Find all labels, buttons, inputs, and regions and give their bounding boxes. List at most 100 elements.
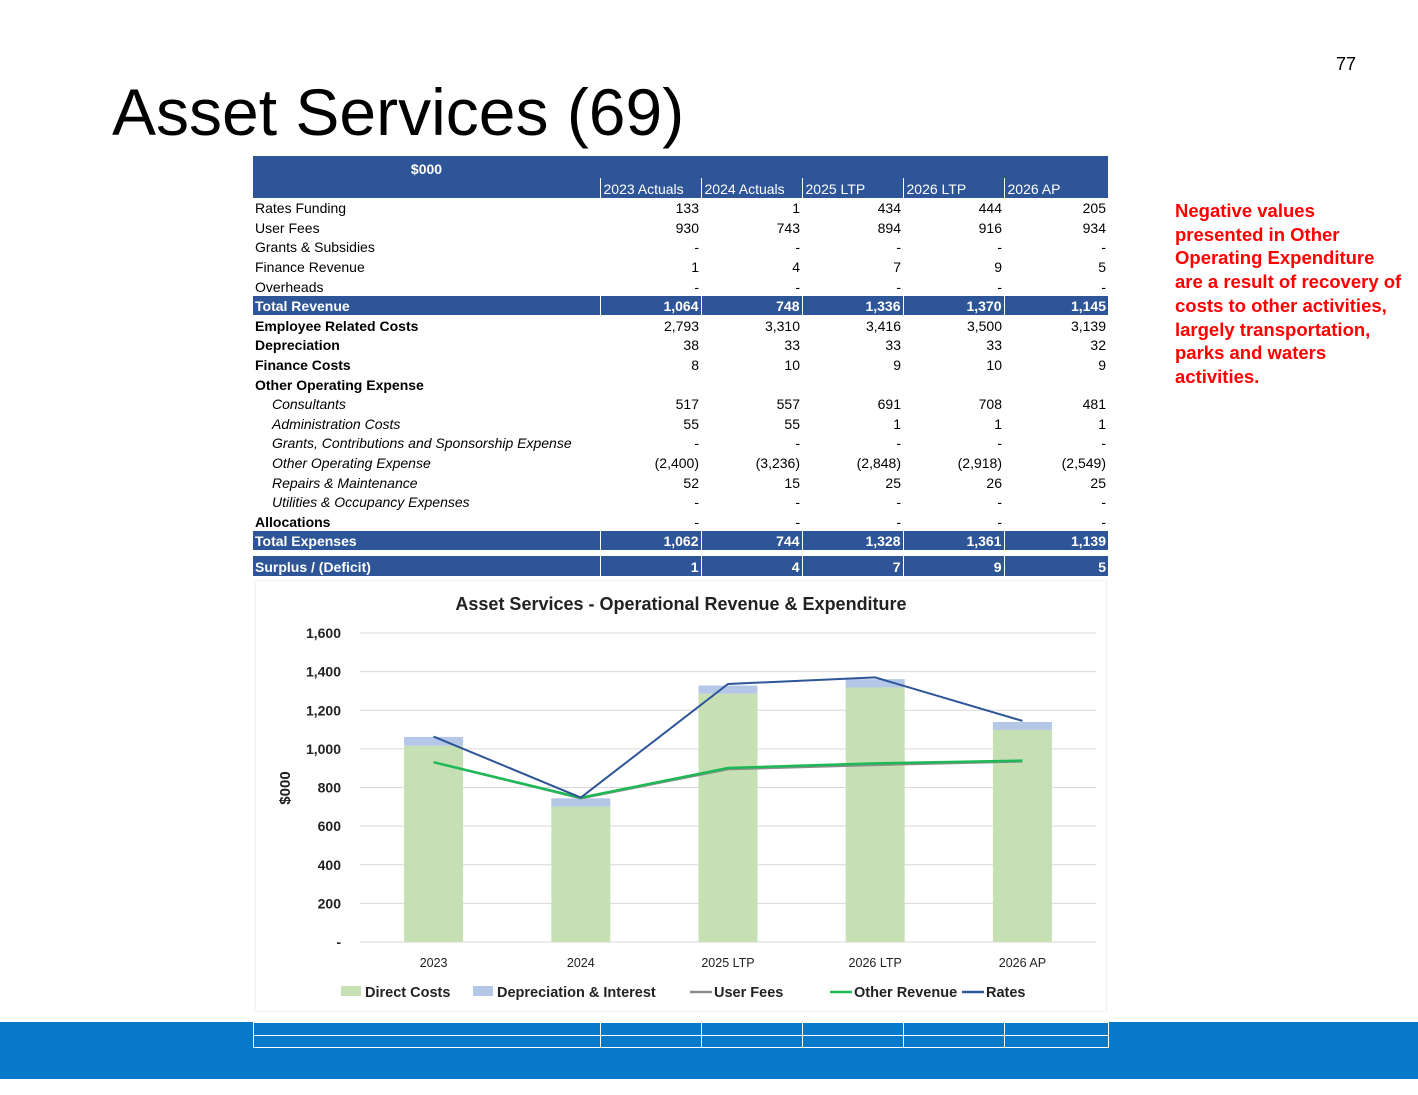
table-row: Grants, Contributions and Sponsorship Ex… bbox=[253, 433, 1108, 453]
row-label: Grants & Subsidies bbox=[255, 239, 375, 256]
unit-label: $000 bbox=[253, 156, 600, 178]
bar-depreciation-interest bbox=[845, 679, 905, 688]
row-value: 444 bbox=[978, 200, 1002, 217]
bar-depreciation-interest bbox=[698, 685, 758, 694]
row-value: 1,062 bbox=[600, 530, 702, 551]
row-label: Repairs & Maintenance bbox=[272, 474, 418, 491]
financial-table: $000 2023 Actuals 2024 Actuals 2025 LTP … bbox=[253, 156, 1108, 576]
row-value: 1 bbox=[691, 258, 699, 275]
table-row: Consultants 517 557 691 708 481 bbox=[253, 394, 1108, 414]
row-value: - bbox=[694, 239, 699, 256]
row-value: 1,370 bbox=[903, 295, 1005, 316]
legend-swatch bbox=[473, 986, 493, 996]
bar-depreciation-interest bbox=[992, 722, 1052, 730]
row-value: 52 bbox=[683, 474, 699, 491]
row-value: 26 bbox=[986, 474, 1002, 491]
row-value: (2,549) bbox=[1061, 454, 1106, 471]
row-value: 38 bbox=[683, 337, 699, 354]
row-label: Total Expenses bbox=[253, 530, 601, 551]
row-value: - bbox=[795, 278, 800, 295]
row-label: Employee Related Costs bbox=[255, 317, 419, 334]
row-value: 5 bbox=[1098, 258, 1106, 275]
legend-label: Rates bbox=[986, 985, 1026, 1001]
row-value bbox=[701, 374, 802, 394]
row-value: 7 bbox=[802, 556, 904, 576]
y-tick-label: 1,200 bbox=[306, 702, 341, 718]
row-value: - bbox=[997, 513, 1002, 530]
row-value: 481 bbox=[1082, 396, 1106, 413]
row-value: 15 bbox=[784, 474, 800, 491]
row-value: 1,361 bbox=[903, 530, 1005, 551]
row-label: Total Revenue bbox=[253, 295, 601, 316]
row-value: 1,336 bbox=[802, 295, 904, 316]
row-value: - bbox=[795, 435, 800, 452]
row-value: 1 bbox=[1098, 415, 1106, 432]
table-header-row: 2023 Actuals 2024 Actuals 2025 LTP 2026 … bbox=[253, 178, 1108, 198]
row-value: 691 bbox=[877, 396, 901, 413]
table-row: Other Operating Expense bbox=[253, 374, 1108, 394]
row-value: 930 bbox=[675, 219, 699, 236]
row-label: Administration Costs bbox=[272, 415, 401, 432]
bar-depreciation-interest bbox=[551, 798, 611, 807]
row-label: Finance Revenue bbox=[255, 258, 365, 275]
x-tick-label: 2026 LTP bbox=[849, 956, 902, 970]
row-value: (2,918) bbox=[957, 454, 1002, 471]
table-row: Depreciation 38 33 33 33 32 bbox=[253, 335, 1108, 355]
y-tick-label: 400 bbox=[318, 857, 342, 873]
row-value: 5 bbox=[1004, 556, 1108, 576]
row-label: Depreciation bbox=[255, 337, 340, 354]
row-value: 133 bbox=[675, 200, 699, 217]
row-value: - bbox=[1101, 239, 1106, 256]
row-value: 9 bbox=[893, 356, 901, 373]
row-value: - bbox=[795, 494, 800, 511]
row-value: 4 bbox=[792, 258, 800, 275]
row-label: Utilities & Occupancy Expenses bbox=[272, 494, 470, 511]
total-row: Total Expenses 1,062 744 1,328 1,361 1,139 bbox=[253, 530, 1108, 551]
row-value: 1,064 bbox=[600, 295, 702, 316]
table-row: Finance Costs 8 10 9 10 9 bbox=[253, 354, 1108, 374]
table-row: Other Operating Expense (2,400) (3,236) (2,… bbox=[253, 452, 1108, 472]
row-value bbox=[1004, 374, 1108, 394]
row-value: 434 bbox=[877, 200, 901, 217]
row-value: - bbox=[795, 513, 800, 530]
bar-depreciation-interest bbox=[404, 736, 464, 746]
row-value: - bbox=[1101, 435, 1106, 452]
row-label: Consultants bbox=[272, 396, 346, 413]
bar-direct-costs bbox=[992, 729, 1052, 942]
row-value: 894 bbox=[877, 219, 901, 236]
table-row: User Fees 930 743 894 916 934 bbox=[253, 217, 1108, 237]
x-tick-label: 2024 bbox=[567, 956, 595, 970]
row-value: 32 bbox=[1090, 337, 1106, 354]
table-unit-row: $000 bbox=[253, 156, 1108, 178]
row-value: 25 bbox=[1090, 474, 1106, 491]
y-tick-label: 1,000 bbox=[306, 741, 341, 757]
row-value: 743 bbox=[776, 219, 800, 236]
row-label: Surplus / (Deficit) bbox=[253, 556, 601, 576]
row-value bbox=[600, 374, 701, 394]
table-row: Overheads - - - - - bbox=[253, 276, 1108, 296]
row-value: 916 bbox=[978, 219, 1002, 236]
legend-label: Other Revenue bbox=[854, 985, 957, 1001]
period-header: 2024 Actuals bbox=[701, 178, 803, 198]
row-value: - bbox=[1101, 513, 1106, 530]
y-tick-label: 200 bbox=[318, 895, 342, 911]
table-row: Repairs & Maintenance 52 15 25 26 25 bbox=[253, 472, 1108, 492]
row-value: 33 bbox=[986, 337, 1002, 354]
legend-label: Direct Costs bbox=[365, 985, 450, 1001]
row-value: 1,328 bbox=[802, 530, 904, 551]
row-value: 1 bbox=[893, 415, 901, 432]
chart-container: Asset Services - Operational Revenue & E… bbox=[256, 581, 1106, 1011]
legend-label: User Fees bbox=[714, 985, 783, 1001]
row-value: 10 bbox=[784, 356, 800, 373]
table-row: Allocations - - - - - bbox=[253, 511, 1108, 531]
period-header: 2023 Actuals bbox=[600, 178, 702, 198]
row-value: - bbox=[997, 278, 1002, 295]
page-number: 77 bbox=[1336, 54, 1357, 74]
row-value: 9 bbox=[1098, 356, 1106, 373]
row-label: Grants, Contributions and Sponsorship Ex… bbox=[272, 435, 572, 452]
row-value: 1,145 bbox=[1004, 295, 1108, 316]
row-label: Other Operating Expense bbox=[255, 376, 424, 393]
row-value: - bbox=[795, 239, 800, 256]
row-value: 9 bbox=[994, 258, 1002, 275]
row-value: 33 bbox=[885, 337, 901, 354]
